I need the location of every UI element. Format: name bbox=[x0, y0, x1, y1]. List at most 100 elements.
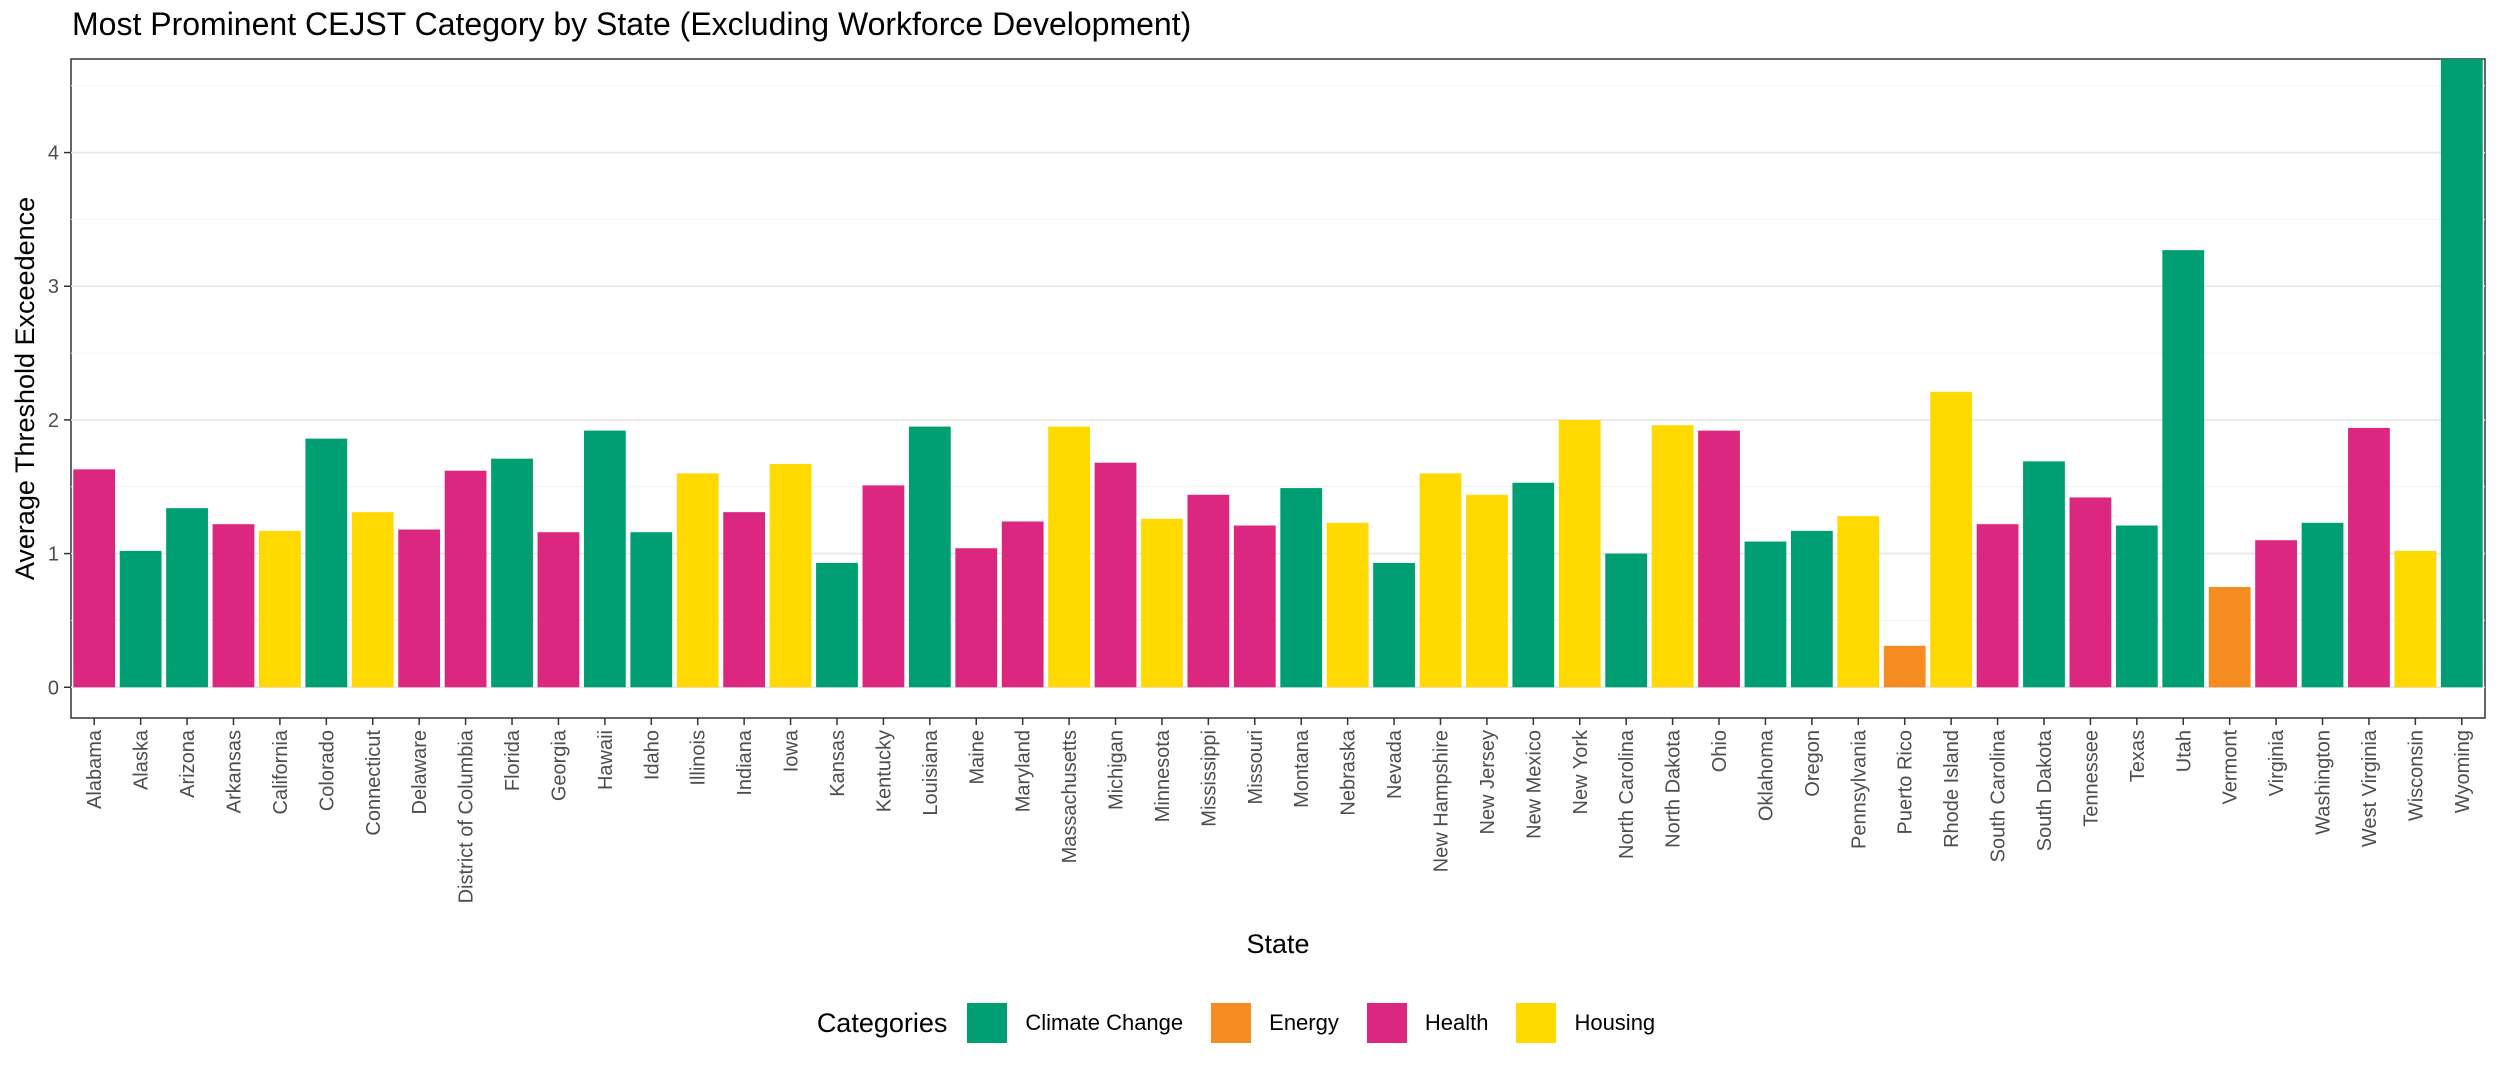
x-tick-label-new-jersey: New Jersey bbox=[1477, 730, 1499, 834]
bar-virginia bbox=[2255, 540, 2297, 688]
x-tick-label-indiana: Indiana bbox=[734, 729, 756, 795]
x-tick-label-idaho: Idaho bbox=[641, 730, 663, 780]
bar-montana bbox=[1280, 488, 1323, 688]
x-tick-label-florida: Florida bbox=[502, 729, 524, 791]
x-tick-label-texas: Texas bbox=[2127, 730, 2149, 782]
y-axis: 0 1 2 3 4 bbox=[48, 143, 71, 699]
bar-wisconsin bbox=[2394, 550, 2437, 688]
bar-kentucky bbox=[862, 485, 905, 688]
legend-item-health: Health bbox=[1366, 1003, 1489, 1043]
legend-swatch-health bbox=[1366, 1003, 1407, 1043]
x-tick-label-nebraska: Nebraska bbox=[1338, 729, 1360, 815]
x-tick-label-oklahoma: Oklahoma bbox=[1755, 729, 1777, 821]
x-tick-label-arkansas: Arkansas bbox=[223, 730, 245, 813]
bar-alaska bbox=[119, 550, 162, 688]
x-tick-label-pennsylvania: Pennsylvania bbox=[1848, 729, 1870, 849]
bar-wyoming bbox=[2440, 59, 2483, 688]
bar-south-carolina bbox=[1976, 524, 2019, 688]
x-tick-label-maine: Maine bbox=[966, 730, 988, 784]
bar-arkansas bbox=[212, 524, 255, 688]
bar-rhode-island bbox=[1930, 391, 1973, 688]
y-tick-label: 0 bbox=[48, 677, 59, 699]
bar-south-dakota bbox=[2023, 461, 2065, 688]
bar-new-jersey bbox=[1466, 494, 1508, 688]
legend-swatch-energy bbox=[1211, 1003, 1252, 1043]
x-tick-label-new-york: New York bbox=[1570, 729, 1592, 814]
legend-swatch-housing bbox=[1516, 1003, 1557, 1043]
legend-label-health: Health bbox=[1424, 1010, 1489, 1035]
bar-ohio bbox=[1698, 430, 1740, 688]
x-tick-label-missouri: Missouri bbox=[1245, 730, 1267, 804]
y-tick-label: 4 bbox=[48, 143, 59, 165]
bar-chart: 0 1 2 3 4 Alabama Alaska Arizona Arkansas Califo… bbox=[10, 58, 2486, 959]
legend-label-energy: Energy bbox=[1269, 1010, 1339, 1035]
x-tick-label-new-mexico: New Mexico bbox=[1523, 730, 1545, 839]
x-tick-label-new-hampshire: New Hampshire bbox=[1430, 730, 1452, 872]
legend-title: Categories bbox=[816, 1007, 948, 1038]
bar-district-of-columbia bbox=[444, 470, 487, 688]
x-tick-label-washington: Washington bbox=[2313, 730, 2335, 835]
y-tick-label: 3 bbox=[48, 276, 59, 298]
bar-texas bbox=[2115, 525, 2158, 688]
bar-illinois bbox=[676, 473, 719, 688]
x-tick-label-puerto-rico: Puerto Rico bbox=[1895, 730, 1917, 835]
bar-massachusetts bbox=[1048, 426, 1090, 688]
x-axis-title: State bbox=[1246, 929, 1309, 959]
bar-nevada bbox=[1373, 562, 1415, 688]
x-tick-label-south-dakota: South Dakota bbox=[2034, 729, 2056, 851]
bar-georgia bbox=[537, 532, 580, 688]
x-tick-label-alabama: Alabama bbox=[84, 729, 106, 809]
x-tick-label-kentucky: Kentucky bbox=[873, 730, 895, 812]
x-tick-label-massachusetts: Massachusetts bbox=[1059, 730, 1081, 863]
bar-vermont bbox=[2208, 587, 2251, 688]
x-tick-label-montana: Montana bbox=[1291, 729, 1313, 808]
bar-florida bbox=[491, 458, 533, 688]
bar-missouri bbox=[1233, 525, 1276, 688]
bar-pennsylvania bbox=[1837, 516, 1880, 688]
x-tick-label-nevada: Nevada bbox=[1384, 729, 1406, 799]
x-axis: Alabama Alaska Arizona Arkansas California Co… bbox=[84, 718, 2474, 903]
bar-puerto-rico bbox=[1883, 645, 1926, 688]
bar-louisiana bbox=[908, 426, 951, 688]
legend-item-energy: Energy bbox=[1211, 1003, 1339, 1043]
bar-north-carolina bbox=[1605, 553, 1648, 688]
x-tick-label-california: California bbox=[270, 729, 292, 814]
bar-alabama bbox=[73, 469, 116, 688]
x-tick-label-ohio: Ohio bbox=[1709, 730, 1731, 772]
x-tick-label-delaware: Delaware bbox=[409, 730, 431, 814]
bar-arizona bbox=[166, 508, 208, 688]
x-tick-label-alaska: Alaska bbox=[131, 729, 153, 790]
bar-colorado bbox=[305, 438, 348, 688]
legend: Categories Climate Change Energy Health … bbox=[0, 1000, 2500, 1046]
x-tick-label-connecticut: Connecticut bbox=[363, 730, 385, 836]
x-tick-label-north-carolina: North Carolina bbox=[1616, 729, 1638, 859]
x-tick-label-louisiana: Louisiana bbox=[920, 729, 942, 816]
x-tick-label-maryland: Maryland bbox=[1013, 730, 1035, 812]
x-tick-label-utah: Utah bbox=[2173, 730, 2195, 772]
bar-idaho bbox=[630, 532, 673, 688]
x-tick-label-mississippi: Mississippi bbox=[1198, 730, 1220, 827]
bar-hawaii bbox=[583, 430, 626, 688]
bar-washington bbox=[2301, 522, 2344, 688]
bar-new-mexico bbox=[1512, 482, 1555, 688]
bar-tennessee bbox=[2069, 497, 2112, 688]
x-tick-label-oregon: Oregon bbox=[1802, 730, 1824, 797]
legend-item-climate-change: Climate Change bbox=[967, 1003, 1183, 1043]
bar-mississippi bbox=[1187, 494, 1230, 688]
bar-california bbox=[259, 530, 301, 688]
bar-maryland bbox=[1001, 521, 1044, 688]
bar-new-york bbox=[1558, 419, 1601, 688]
legend-label-housing: Housing bbox=[1574, 1010, 1656, 1035]
y-tick-label: 1 bbox=[48, 544, 59, 566]
x-tick-label-west-virginia: West Virginia bbox=[2359, 729, 2381, 847]
bar-north-dakota bbox=[1651, 425, 1694, 688]
x-tick-label-virginia: Virginia bbox=[2266, 729, 2288, 796]
bar-utah bbox=[2162, 250, 2205, 688]
x-tick-label-kansas: Kansas bbox=[827, 730, 849, 797]
legend-label-climate-change: Climate Change bbox=[1025, 1010, 1184, 1035]
x-tick-label-wisconsin: Wisconsin bbox=[2405, 730, 2427, 821]
x-tick-label-georgia: Georgia bbox=[548, 729, 570, 801]
y-tick-label: 2 bbox=[48, 410, 59, 432]
x-tick-label-iowa: Iowa bbox=[781, 729, 803, 772]
x-tick-label-illinois: Illinois bbox=[688, 730, 710, 786]
